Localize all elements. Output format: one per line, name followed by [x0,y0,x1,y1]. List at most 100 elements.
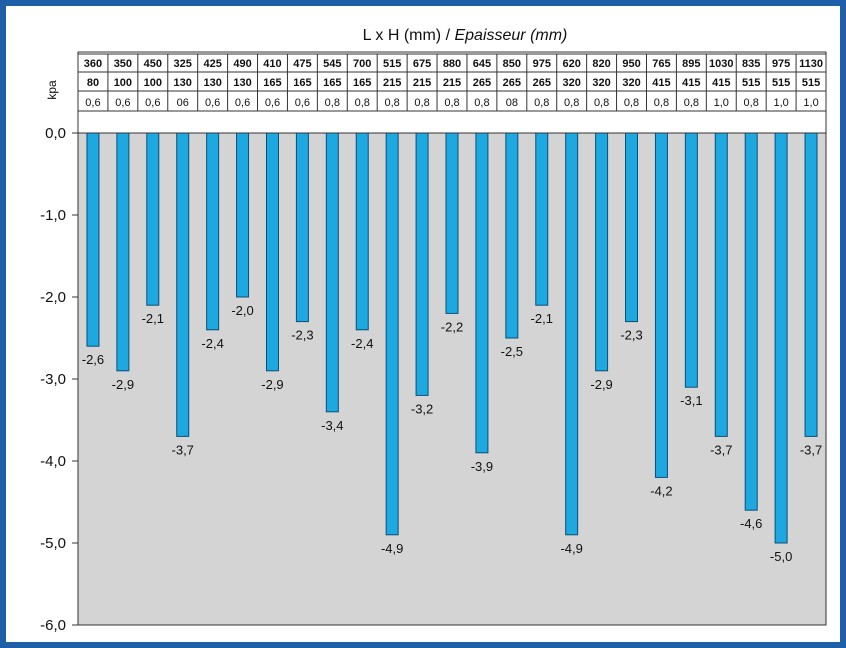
bar [116,132,130,372]
data-label: -3,9 [471,459,493,474]
bar [505,132,519,339]
header-cell-height: 415 [712,77,730,89]
data-label: -4,2 [650,483,672,498]
header-cell-height: 215 [413,77,431,89]
header-cell-thickness: 0,8 [325,97,340,109]
data-label: -2,1 [531,311,553,326]
header-cell-length: 425 [203,58,221,70]
bar [265,132,279,372]
header-cell-thickness: 0,8 [414,97,429,109]
header-cell-length: 850 [503,58,521,70]
header-cell-thickness: 0,8 [624,97,639,109]
data-label: -2,3 [291,328,313,343]
header-cell-thickness: 0,8 [534,97,549,109]
data-label: -2,0 [231,303,253,318]
header-cell-thickness: 0,6 [295,97,310,109]
header-cell-thickness: 08 [506,97,518,109]
header-cell-thickness: 0,8 [564,97,579,109]
data-label: -4,9 [381,541,403,556]
header-cell-height: 320 [563,77,581,89]
header-cell-length: 895 [682,58,700,70]
bar [684,132,698,388]
header-cell-height: 80 [87,77,99,89]
header-cell-thickness: 0,8 [654,97,669,109]
header-cell-height: 165 [323,77,341,89]
header-cell-height: 100 [144,77,162,89]
header-table: 360 350 450 325 425 490 410 475 545 700 515 675 880 6… [77,53,827,112]
y-tick-label: -5,0 [40,535,66,552]
header-cell-length: 975 [772,58,790,70]
data-label: -3,7 [172,442,194,457]
data-label: -2,4 [201,336,223,351]
bar [714,132,728,437]
header-cell-thickness: 1,0 [803,97,818,109]
header-cell-height: 515 [802,77,820,89]
chart-border [77,51,827,626]
header-cell-length: 645 [473,58,491,70]
bar [445,132,459,314]
header-cell-height: 320 [622,77,640,89]
header-cell-length: 490 [233,58,251,70]
header-cell-length: 700 [353,58,371,70]
header-cell-length: 475 [293,58,311,70]
header-cell-height: 515 [742,77,760,89]
header-cell-thickness: 0,6 [145,97,160,109]
header-cell-thickness: 1,0 [714,97,729,109]
data-label: -4,9 [560,541,582,556]
bars-group [86,132,818,544]
header-cell-thickness: 0,8 [355,97,370,109]
header-cell-height: 515 [772,77,790,89]
header-cell-height: 165 [353,77,371,89]
data-label: -4,6 [740,516,762,531]
header-cell-thickness: 0,8 [684,97,699,109]
header-cell-thickness: 0,6 [235,97,250,109]
header-cell-height: 165 [263,77,281,89]
bar [595,132,609,372]
header-cell-height: 130 [233,77,251,89]
header-cell-length: 975 [533,58,551,70]
header-cell-length: 410 [263,58,281,70]
data-label: -2,5 [501,344,523,359]
y-tick-label: -1,0 [40,207,66,224]
bar [295,132,309,323]
data-label: -3,1 [680,393,702,408]
data-label: -2,9 [261,377,283,392]
y-axis: 0,0 -1,0 -2,0 -3,0 -4,0 -5,0 -6,0 [40,125,826,634]
data-label: -2,4 [351,336,373,351]
bar [236,132,250,298]
data-label: -2,9 [590,377,612,392]
bar [744,132,758,511]
header-cell-length: 765 [652,58,670,70]
header-cell-length: 820 [592,58,610,70]
data-label: -5,0 [770,549,792,564]
bar [385,132,399,536]
header-cell-thickness: 0,6 [115,97,130,109]
bar [415,132,429,396]
data-label: -3,7 [800,442,822,457]
header-cell-length: 675 [413,58,431,70]
bar [475,132,489,454]
y-tick-label: -4,0 [40,453,66,470]
header-cell-thickness: 0,6 [205,97,220,109]
bar [654,132,668,478]
header-cell-length: 450 [144,58,162,70]
y-tick-label: -2,0 [40,289,66,306]
header-cell-length: 1130 [799,58,823,70]
bar [176,132,190,437]
header-cell-thickness: 0,6 [265,97,280,109]
header-cell-thickness: 0,8 [594,97,609,109]
data-label: -2,2 [441,319,463,334]
header-cell-thickness: 0,8 [744,97,759,109]
header-cell-height: 320 [592,77,610,89]
header-cell-thickness: 0,8 [385,97,400,109]
bar [86,132,100,347]
data-label: -3,4 [321,418,343,433]
bar [206,132,220,331]
chart-title: L x H (mm) / Epaisseur (mm) [363,27,568,44]
bar [146,132,160,306]
header-cell-height: 265 [473,77,491,89]
data-label: -3,7 [710,442,732,457]
data-label: -2,9 [112,377,134,392]
header-cell-length: 835 [742,58,760,70]
